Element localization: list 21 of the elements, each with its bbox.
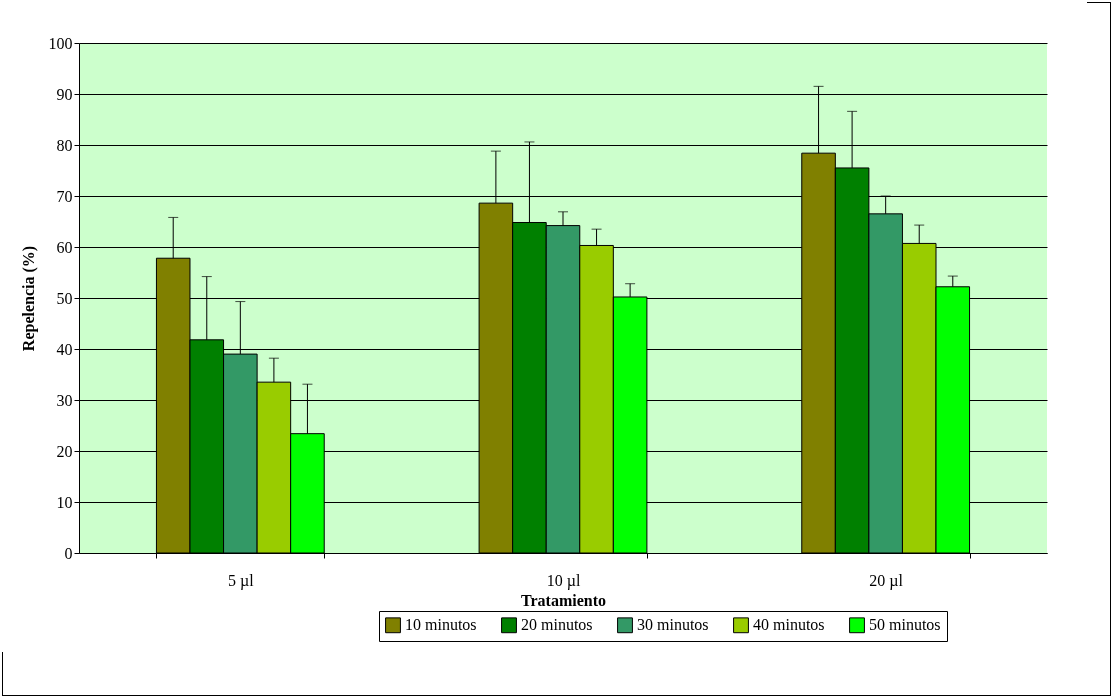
y-tick-label: 90 — [56, 85, 73, 103]
y-tick-label: 0 — [64, 544, 73, 562]
legend-label: 20 minutos — [521, 616, 593, 634]
legend-label: 30 minutos — [637, 616, 709, 634]
y-tick-label: 80 — [56, 136, 73, 154]
legend-label: 40 minutos — [753, 616, 825, 634]
legend-label: 10 minutos — [405, 616, 477, 634]
y-tick-label: 70 — [56, 187, 73, 205]
y-tick-label: 100 — [48, 34, 73, 52]
legend-label: 50 minutos — [869, 616, 941, 634]
x-tick-label: 5 µl — [228, 571, 255, 590]
y-tick-label: 50 — [56, 289, 73, 307]
x-axis-title: Tratamiento — [520, 591, 607, 609]
y-tick-label: 10 — [56, 493, 73, 511]
y-tick-label: 20 — [56, 442, 73, 460]
x-tick-label: 10 µl — [546, 571, 581, 590]
x-tick-label: 20 µl — [869, 571, 904, 590]
y-tick-label: 30 — [56, 391, 73, 409]
y-axis-title: Repelencia (%) — [19, 245, 38, 352]
y-tick-label: 60 — [56, 238, 73, 256]
y-tick-label: 40 — [56, 340, 73, 358]
